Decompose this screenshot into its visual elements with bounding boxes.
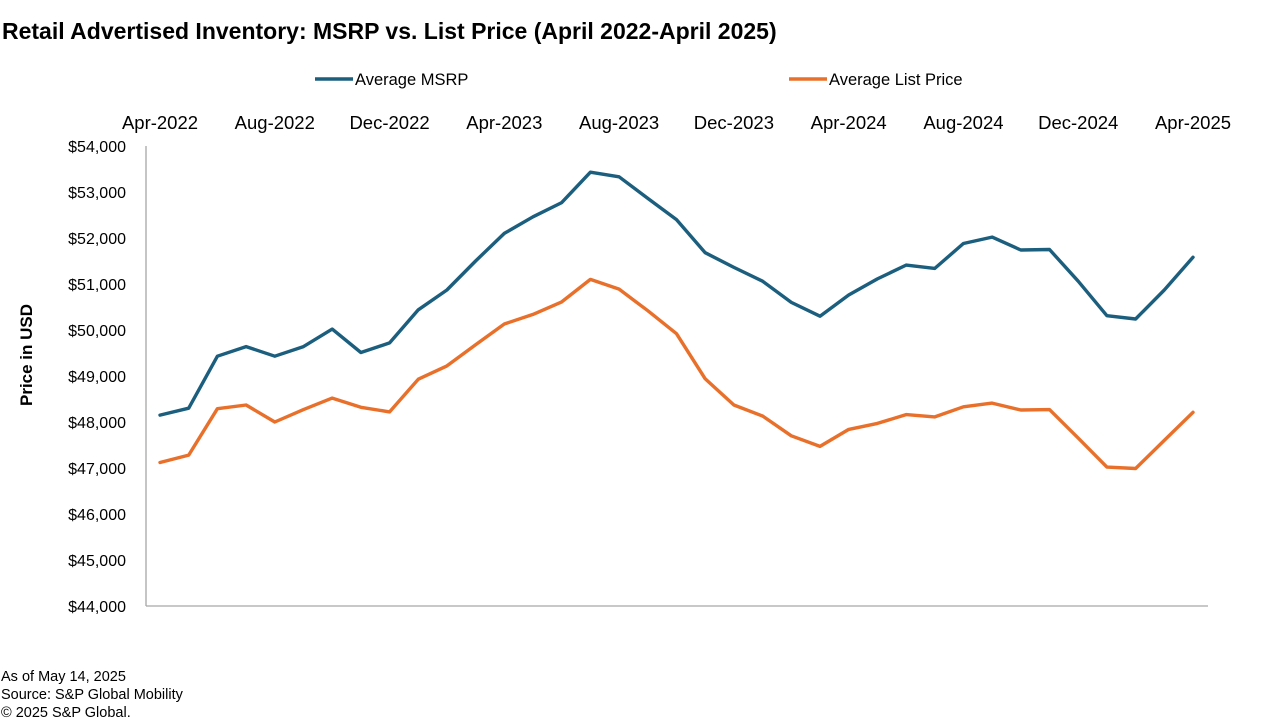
y-tick-label: $53,000 (68, 185, 126, 202)
y-tick-label: $54,000 (68, 139, 126, 156)
series-line-average-list-price (158, 277, 1195, 471)
as-of-note: As of May 14, 2025 (1, 669, 126, 685)
copyright-note: © 2025 S&P Global. (1, 705, 131, 721)
x-tick-label: Apr-2023 (466, 112, 542, 133)
source-note: Source: S&P Global Mobility (1, 687, 183, 703)
x-tick-label: Dec-2022 (349, 112, 429, 133)
y-tick-label: $45,000 (68, 553, 126, 570)
y-tick-label: $44,000 (68, 599, 126, 616)
x-tick-label: Dec-2024 (1038, 112, 1118, 133)
y-tick-label: $50,000 (68, 323, 126, 340)
y-tick-label: $47,000 (68, 461, 126, 478)
footer: As of May 14, 2025 Source: S&P Global Mo… (1, 668, 183, 722)
series-lines (158, 170, 1195, 471)
chart-title: Retail Advertised Inventory: MSRP vs. Li… (2, 18, 777, 44)
x-tick-label: Aug-2023 (579, 112, 659, 133)
x-tick-label: Aug-2024 (923, 112, 1003, 133)
legend: Average MSRP Average List Price (315, 71, 963, 89)
x-tick-label: Apr-2022 (122, 112, 198, 133)
x-axis-tick-labels: Apr-2022 Aug-2022 Dec-2022 Apr-2023 Aug-2023… (122, 112, 1231, 133)
x-tick-label: Dec-2023 (694, 112, 774, 133)
x-tick-label: Apr-2024 (811, 112, 887, 133)
legend-label: Average MSRP (355, 71, 468, 89)
y-tick-label: $48,000 (68, 415, 126, 432)
x-tick-label: Apr-2025 (1155, 112, 1231, 133)
series-line-average-msrp (158, 170, 1195, 417)
y-tick-label: $52,000 (68, 231, 126, 248)
y-axis-tick-labels: $44,000 $45,000 $46,000 $47,000 $48,000 $49,0… (68, 139, 126, 616)
y-tick-label: $49,000 (68, 369, 126, 386)
legend-label: Average List Price (829, 71, 963, 89)
y-tick-label: $46,000 (68, 507, 126, 524)
y-axis-label: Price in USD (17, 304, 36, 406)
y-tick-label: $51,000 (68, 277, 126, 294)
axes (145, 146, 1208, 607)
x-tick-label: Aug-2022 (235, 112, 315, 133)
